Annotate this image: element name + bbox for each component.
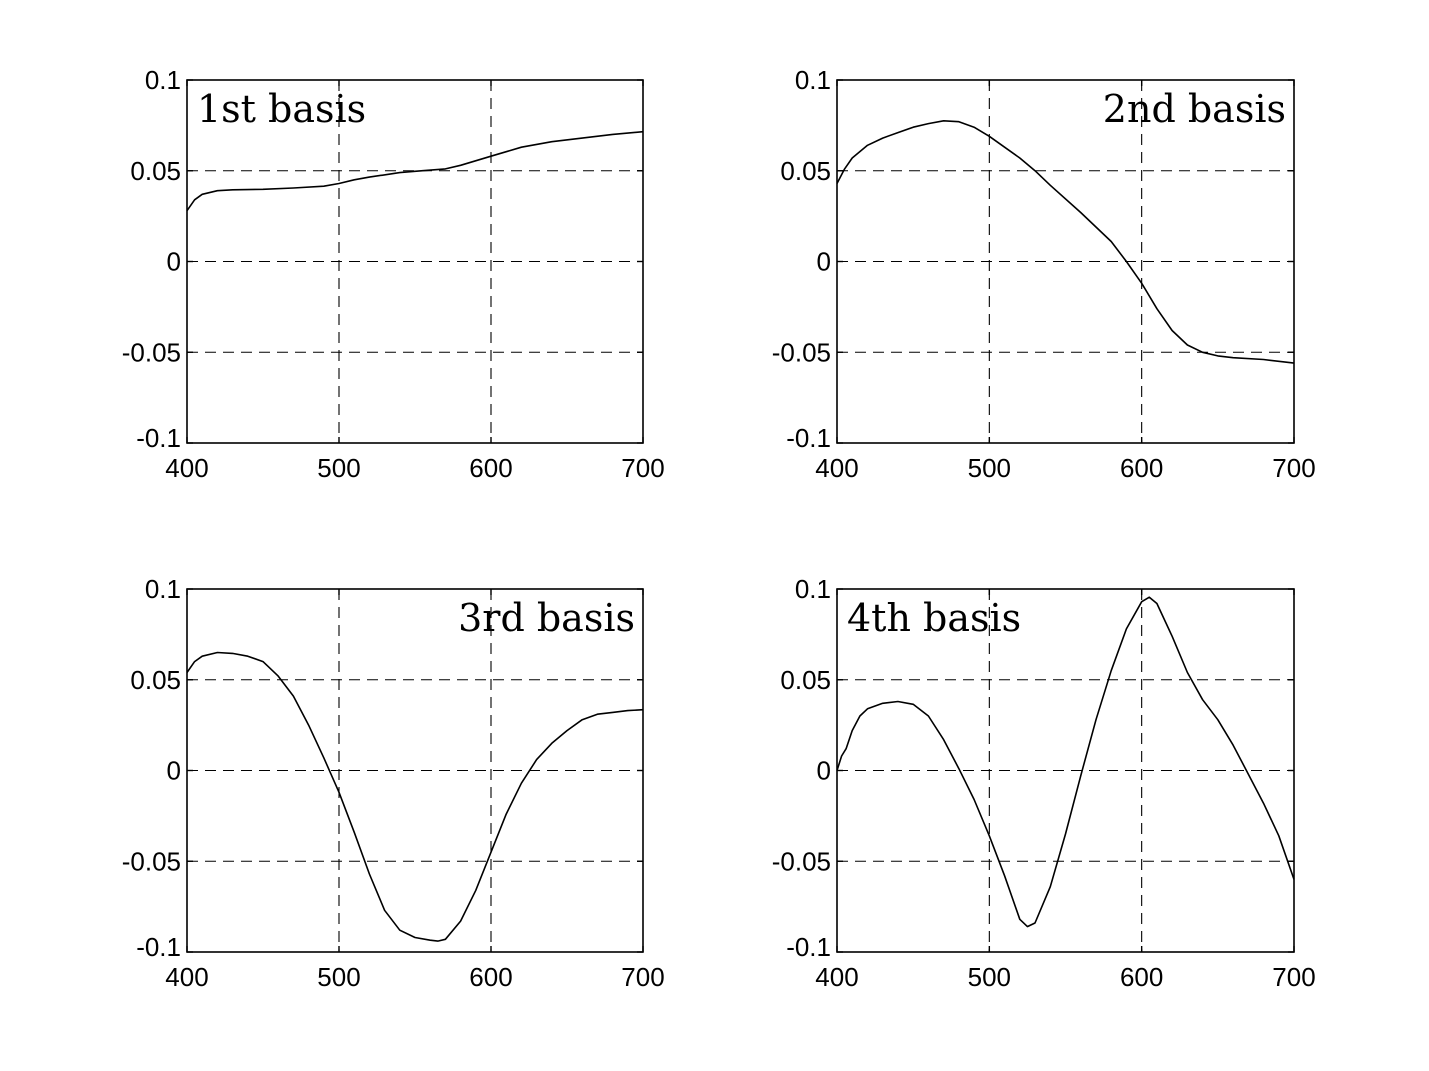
y-tick-label: 0.1 (145, 65, 181, 95)
x-tick-label: 700 (1272, 962, 1315, 992)
y-tick-label: 0.05 (780, 665, 831, 695)
panel-title: 3rd basis (458, 596, 635, 640)
x-tick-label: 400 (165, 962, 208, 992)
y-tick-label: -0.1 (136, 423, 181, 453)
y-tick-label: 0.05 (780, 156, 831, 186)
x-tick-label: 400 (815, 962, 858, 992)
x-tick-label: 700 (621, 962, 664, 992)
x-tick-label: 500 (968, 962, 1011, 992)
panel-title: 2nd basis (1103, 87, 1286, 131)
chart-panel-2: 400 500 600 700 0.1 0.05 0 -0.05 -0.1 2nd basis (772, 65, 1316, 483)
x-tick-label: 400 (815, 453, 858, 483)
y-tick-label: 0.05 (130, 665, 181, 695)
y-tick-label: 0.1 (145, 574, 181, 604)
chart-panel-4: 400 500 600 700 0.1 0.05 0 -0.05 -0.1 4th basis (772, 574, 1316, 992)
y-tick-label: 0 (167, 756, 181, 786)
y-tick-label: -0.05 (122, 337, 181, 367)
series-line (836, 120, 1295, 364)
y-tick-label: 0 (167, 247, 181, 277)
series-line (836, 596, 1295, 928)
y-tick-label: -0.1 (786, 423, 831, 453)
y-tick-label: -0.1 (786, 932, 831, 962)
y-tick-label: -0.05 (122, 846, 181, 876)
x-tick-label: 600 (1120, 453, 1163, 483)
x-tick-label: 500 (968, 453, 1011, 483)
series-line (186, 651, 644, 942)
chart-panel-1: 400 500 600 700 0.1 0.05 0 -0.05 -0.1 1st basis (122, 65, 665, 483)
x-tick-label: 500 (317, 453, 360, 483)
panel-title: 1st basis (197, 87, 366, 131)
y-tick-label: -0.05 (772, 337, 831, 367)
y-tick-label: 0.1 (795, 574, 831, 604)
series-line (186, 130, 644, 212)
panel-title: 4th basis (847, 596, 1021, 640)
y-tick-label: 0 (817, 247, 831, 277)
y-tick-label: -0.05 (772, 846, 831, 876)
x-tick-label: 600 (469, 453, 512, 483)
y-tick-label: 0.1 (795, 65, 831, 95)
x-tick-label: 600 (1120, 962, 1163, 992)
y-tick-label: 0.05 (130, 156, 181, 186)
x-tick-label: 400 (165, 453, 208, 483)
chart-panel-3: 400 500 600 700 0.1 0.05 0 -0.05 -0.1 3rd basis (122, 574, 665, 992)
x-tick-label: 700 (621, 453, 664, 483)
x-tick-label: 500 (317, 962, 360, 992)
y-tick-label: 0 (817, 756, 831, 786)
y-tick-label: -0.1 (136, 932, 181, 962)
x-tick-label: 600 (469, 962, 512, 992)
x-tick-label: 700 (1272, 453, 1315, 483)
